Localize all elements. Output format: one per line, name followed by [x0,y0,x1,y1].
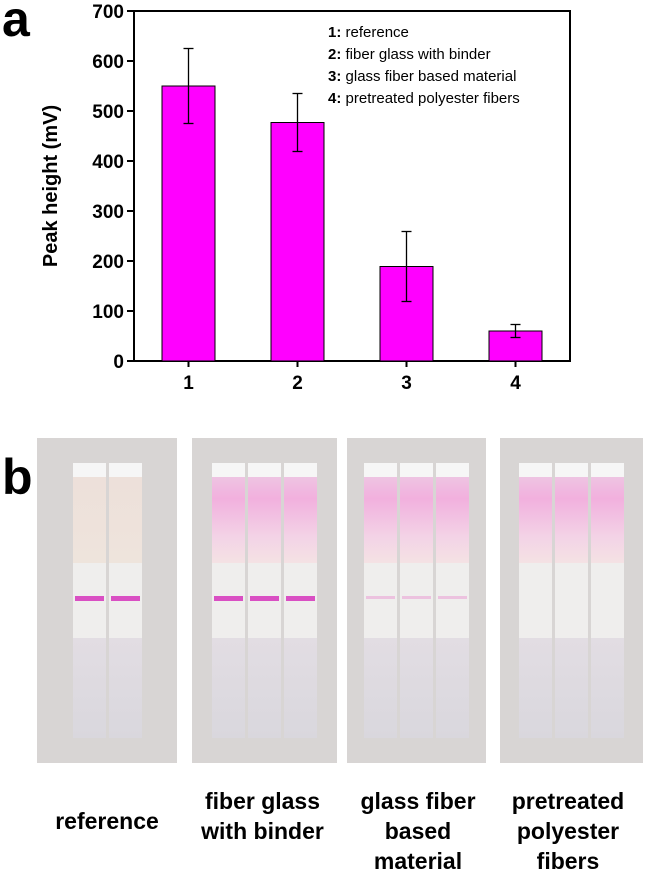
test-line [250,596,279,601]
test-strip-segment [591,477,624,563]
bar-2 [270,122,325,362]
strip-photo [37,438,177,763]
bar-chart: 0 100 200 300 400 500 600 700 Peak height (mV) 1 2… [40,2,571,394]
test-strip-segment [248,638,281,738]
legend-text: reference [346,24,409,41]
test-strip-segment [109,638,142,738]
legend-entry: 3: glass fiber based material [328,68,516,85]
test-strip-segment [519,638,552,738]
y-tick-label: 100 [92,302,124,323]
legend-entry: 1: reference [328,24,409,41]
test-strip-segment [212,638,245,738]
test-line [286,596,315,601]
photo-caption: fiber glass with binder [201,788,324,844]
test-strip-segment [591,463,624,477]
plot-frame [133,10,571,362]
photo-caption: pretreated polyester fibers [511,788,625,874]
test-line [75,596,104,601]
bar-1 [161,85,216,362]
legend-entry: 4: pretreated polyester fibers [328,90,520,107]
x-tick-label: 4 [510,373,521,394]
test-strip-segment [284,638,317,738]
test-strip-segment [591,563,624,638]
test-strip-segment [73,463,106,477]
test-strip-segment [400,463,433,477]
y-tick-label: 600 [92,52,124,73]
test-strip-segment [519,477,552,563]
legend-text: glass fiber based material [346,68,517,85]
legend-key: 2: [328,46,346,63]
strip-photo [347,438,486,763]
test-strip-segment [212,477,245,563]
test-strip-segment [400,477,433,563]
test-strip-segment [73,477,106,563]
test-strip-segment [436,638,469,738]
y-tick-label: 700 [92,2,124,23]
test-strip-segment [555,463,588,477]
panel-label-a: a [2,0,30,47]
test-strip-segment [519,563,552,638]
test-strip-segment [436,563,469,638]
test-strip-segment [364,563,397,638]
legend-text: pretreated polyester fibers [346,90,520,107]
test-line [111,596,140,601]
test-strip-segment [73,638,106,738]
test-strip-segment [555,477,588,563]
legend-text: fiber glass with binder [346,46,491,63]
test-strip-segment [519,463,552,477]
test-strip-segment [248,463,281,477]
strip-photo [192,438,337,763]
test-strip-segment [400,563,433,638]
test-line [438,596,467,599]
legend-key: 3: [328,68,346,85]
test-strip-segment [364,638,397,738]
test-strip-segment [109,463,142,477]
test-strip-segment [555,563,588,638]
test-strip-segment [436,463,469,477]
test-strip-segment [364,463,397,477]
test-strip-segment [248,477,281,563]
test-strip-segment [555,638,588,738]
test-strip-segment [212,463,245,477]
test-strip-segment [436,477,469,563]
photo-caption: reference [55,808,159,834]
legend-entry: 2: fiber glass with binder [328,46,491,63]
y-tick-label: 0 [113,352,124,373]
y-tick-label: 500 [92,102,124,123]
test-line [214,596,243,601]
test-strip-segment [109,477,142,563]
x-tick-label: 1 [183,373,194,394]
test-strip-segment [284,463,317,477]
test-strip-segment [591,638,624,738]
y-tick-label: 400 [92,152,124,173]
y-tick-label: 300 [92,202,124,223]
test-line [366,596,395,599]
strip-photo [500,438,643,763]
legend-key: 1: [328,24,346,41]
x-tick-label: 2 [292,373,303,394]
test-line [402,596,431,599]
y-tick-label: 200 [92,252,124,273]
photo-caption: glass fiber based material [360,788,476,874]
x-tick-label: 3 [401,373,412,394]
panel-label-b: b [2,449,33,505]
legend-key: 4: [328,90,346,107]
test-strip-segment [400,638,433,738]
test-strip-segment [284,477,317,563]
test-strip-segment [364,477,397,563]
y-axis-label: Peak height (mV) [40,105,62,267]
